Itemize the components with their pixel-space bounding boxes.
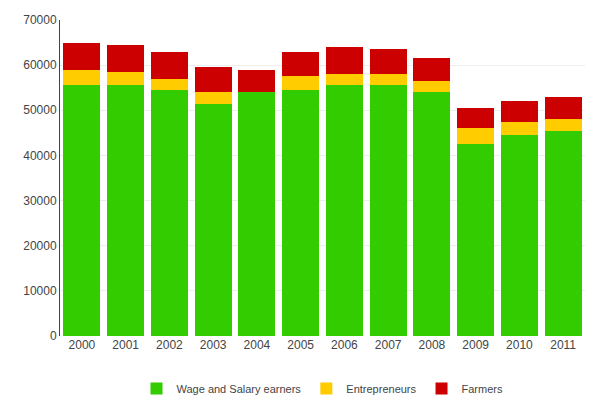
svg-text:Farmers: Farmers [462, 383, 503, 395]
svg-text:60000: 60000 [23, 58, 57, 72]
svg-text:2003: 2003 [200, 338, 227, 352]
svg-text:2010: 2010 [506, 338, 533, 352]
svg-text:2002: 2002 [156, 338, 183, 352]
svg-text:40000: 40000 [23, 149, 57, 163]
svg-text:2004: 2004 [244, 338, 271, 352]
svg-text:30000: 30000 [23, 194, 57, 208]
svg-text:Wage and Salary earners: Wage and Salary earners [177, 383, 302, 395]
svg-text:2007: 2007 [375, 338, 402, 352]
svg-text:2001: 2001 [112, 338, 139, 352]
svg-text:20000: 20000 [23, 239, 57, 253]
svg-text:2005: 2005 [287, 338, 314, 352]
svg-text:70000: 70000 [23, 13, 57, 27]
svg-text:2011: 2011 [550, 338, 576, 352]
svg-text:2000: 2000 [69, 338, 96, 352]
svg-text:50000: 50000 [23, 103, 57, 117]
svg-text:10000: 10000 [23, 284, 57, 298]
svg-text:Entrepreneurs: Entrepreneurs [346, 383, 416, 395]
svg-text:2008: 2008 [419, 338, 446, 352]
svg-text:2009: 2009 [462, 338, 489, 352]
svg-text:0: 0 [50, 329, 57, 343]
svg-text:2006: 2006 [331, 338, 358, 352]
